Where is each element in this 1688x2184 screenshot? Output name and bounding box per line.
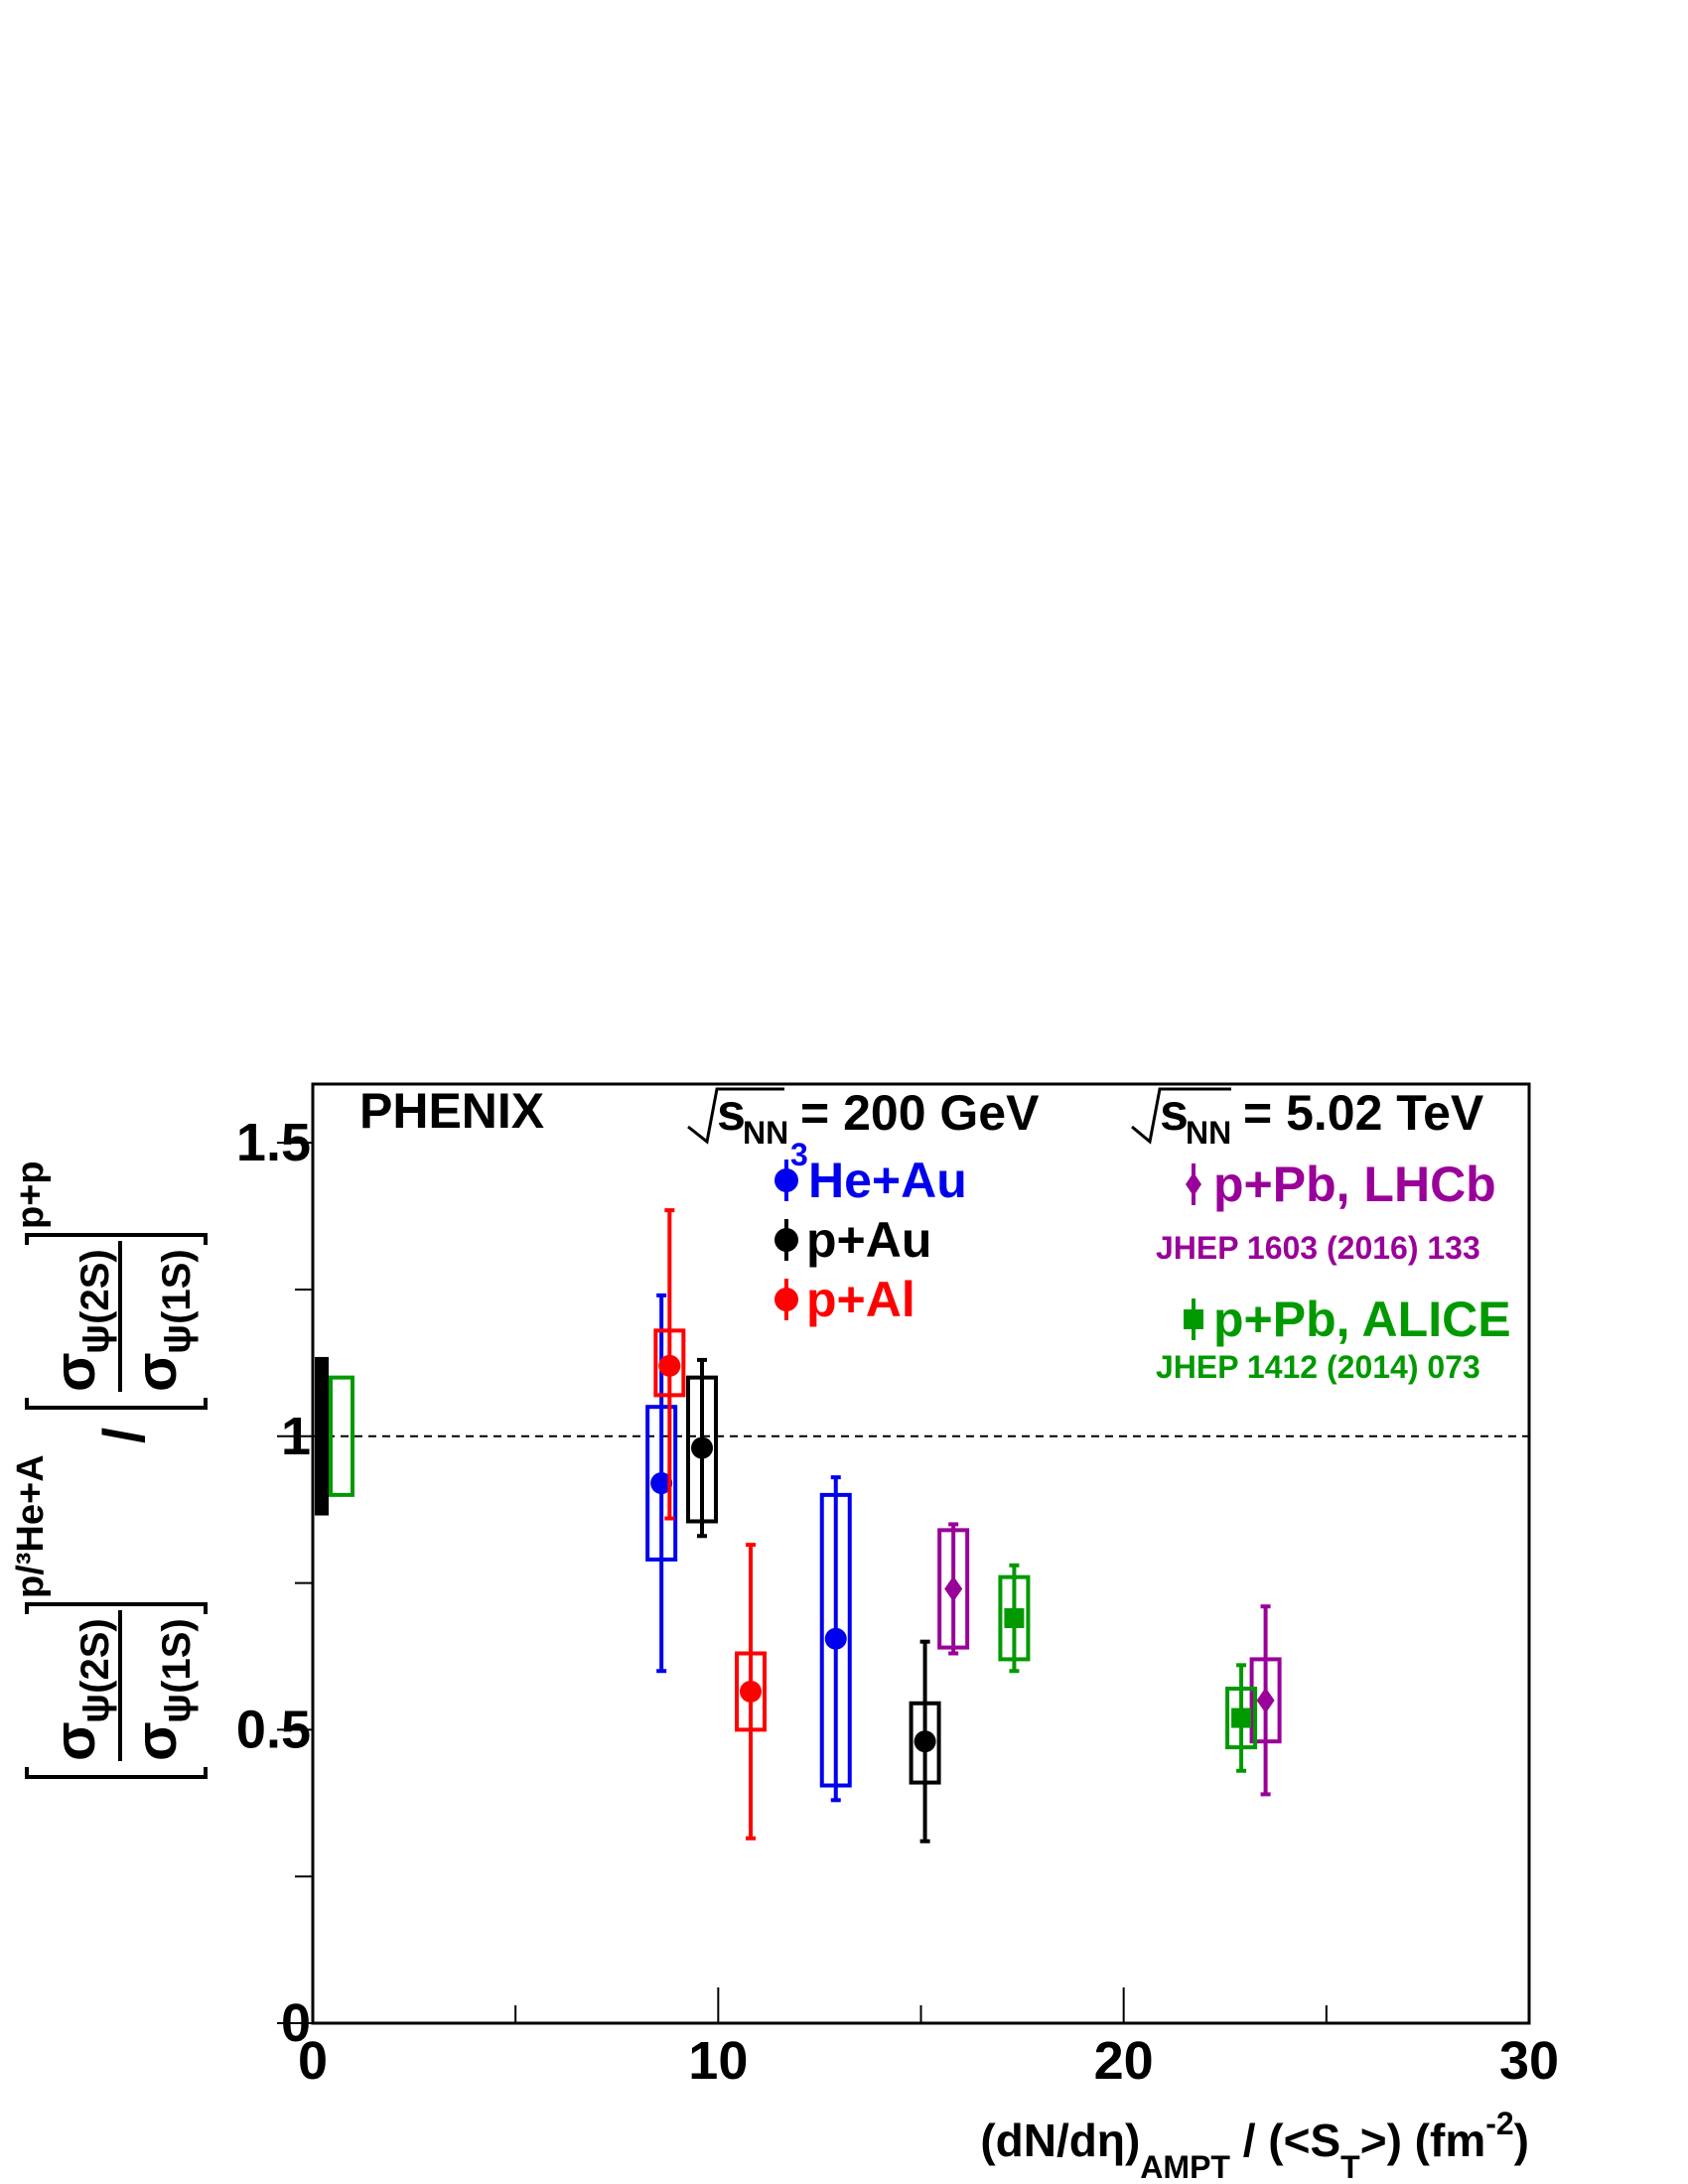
y-title-sigma-den-2: σ: [124, 1352, 189, 1392]
lhcb-reference: JHEP 1603 (2016) 133: [1156, 1230, 1480, 1266]
sys-error-box: [653, 1328, 686, 1398]
sys-error-box: [735, 1651, 767, 1732]
y-title-bracket-right-1: [25, 1602, 208, 1614]
y-tick-label: 1.5: [236, 1113, 311, 1172]
data-point: [658, 1354, 681, 1377]
sys-error-box: [819, 1492, 852, 1788]
legend-label-p-al: p+Al: [806, 1272, 915, 1327]
energy-lhc-label: s NN = 5.02 TeV: [1131, 1084, 1484, 1151]
y-tick-label: 1: [281, 1407, 311, 1466]
data-layer: [313, 1208, 1529, 1843]
x-axis-title-sub2: T: [1340, 2149, 1360, 2184]
legend-entry-p-au: p+Au: [774, 1212, 931, 1268]
data-point: [914, 1730, 936, 1753]
data-point: [944, 1575, 963, 1602]
s-letter-rhic: s: [717, 1084, 746, 1142]
legend-entry-alice: p+Pb, ALICE: [1184, 1292, 1511, 1347]
x-tick-label: 10: [688, 2031, 748, 2091]
energy-lhc-subscript: NN: [1186, 1115, 1231, 1151]
y-title-psi1s-1: ψ(1S): [155, 1618, 199, 1723]
x-axis-title-close: ): [1514, 2115, 1529, 2166]
y-title-slash: /: [92, 1428, 157, 1443]
legend-label-lhcb: p+Pb, LHCb: [1213, 1157, 1496, 1212]
legend-sup-he-au: 3: [790, 1137, 808, 1172]
legend-entry-lhcb: p+Pb, LHCb: [1186, 1157, 1496, 1212]
legend-marker-alice: [1184, 1309, 1203, 1329]
data-point: [1256, 1687, 1275, 1713]
y-axis-title: σ ψ(2S) σ ψ(1S) p/³He+A / σ ψ(2S) σ ψ(1S…: [10, 1160, 208, 1779]
legend-marker-p-al: [774, 1288, 798, 1311]
plot-frame: 0 10 20 30 0 0.5 1 1.5: [236, 1082, 1559, 2091]
y-tick-label: 0: [281, 1993, 311, 2053]
x-axis-title-mid: / (<S: [1230, 2115, 1340, 2166]
x-tick-label: 0: [298, 2031, 328, 2091]
x-axis-title-sup: -2: [1485, 2106, 1513, 2141]
y-title-sup-right: p+p: [10, 1160, 52, 1229]
legend-label-alice: p+Pb, ALICE: [1213, 1292, 1511, 1347]
y-title-psi2s-2: ψ(2S): [73, 1249, 117, 1354]
x-axis-title-end: >) (fm: [1360, 2115, 1486, 2166]
energy-rhic-label: s NN = 200 GeV: [687, 1084, 1040, 1151]
phenix-pp-global-box: [315, 1356, 329, 1516]
experiment-label: PHENIX: [359, 1083, 544, 1139]
x-axis-title-main: (dN/dη): [980, 2115, 1140, 2166]
sys-error-box: [937, 1528, 970, 1650]
data-point: [1231, 1707, 1252, 1728]
sys-error-box: [909, 1701, 941, 1785]
sys-error-box: [998, 1574, 1031, 1662]
legend-entry-p-al: p+Al: [774, 1272, 915, 1327]
alice-reference: JHEP 1412 (2014) 073: [1156, 1349, 1480, 1385]
sys-error-box: [645, 1405, 678, 1562]
sqrt-sign-lhc: [1131, 1087, 1231, 1145]
energy-rhic-value: = 200 GeV: [800, 1085, 1040, 1141]
legend-marker-he-au: [774, 1168, 798, 1192]
y-title-sigma-num-2: σ: [43, 1352, 107, 1392]
legend-marker-p-au: [774, 1228, 798, 1252]
sys-error-box: [1225, 1686, 1258, 1750]
y-title-sigma-num-1: σ: [43, 1721, 107, 1761]
y-title-bracket-left-2: [25, 1398, 208, 1410]
legend-entry-he-au: 3 He+Au: [774, 1137, 967, 1208]
y-title-bracket-left-1: [25, 1767, 208, 1779]
energy-rhic-subscript: NN: [743, 1115, 788, 1151]
legend: 3 He+Au p+Au p+Al p+Pb, LHCb JHEP 1603 (…: [774, 1137, 1511, 1385]
data-point: [740, 1680, 762, 1703]
y-title-sigma-den-1: σ: [124, 1721, 189, 1761]
data-point: [691, 1436, 713, 1459]
data-point: [1004, 1608, 1025, 1629]
energy-lhc-value: = 5.02 TeV: [1243, 1085, 1484, 1141]
x-tick-label: 20: [1094, 2031, 1154, 2091]
sys-error-box: [1249, 1657, 1282, 1744]
x-tick-label: 30: [1499, 2031, 1559, 2091]
alice-pp-global-box: [329, 1375, 354, 1497]
y-tick-label: 0.5: [236, 1700, 311, 1759]
y-title-psi1s-2: ψ(1S): [155, 1249, 199, 1354]
x-axis-title: (dN/dη)AMPT / (<ST>) (fm-2): [980, 2106, 1529, 2184]
y-title-psi2s-1: ψ(2S): [73, 1618, 117, 1723]
legend-label-he-au: He+Au: [808, 1153, 967, 1208]
y-title-bracket-right-2: [25, 1233, 208, 1245]
data-point: [824, 1627, 847, 1650]
x-axis-title-sub1: AMPT: [1140, 2149, 1230, 2184]
sys-error-box: [686, 1375, 718, 1524]
y-title-sup-left: p/³He+A: [10, 1454, 52, 1598]
data-point: [650, 1472, 673, 1495]
legend-label-p-au: p+Au: [806, 1212, 931, 1268]
s-letter-lhc: s: [1160, 1084, 1189, 1142]
sqrt-sign-rhic: [687, 1087, 784, 1145]
legend-marker-lhcb: [1186, 1172, 1201, 1196]
